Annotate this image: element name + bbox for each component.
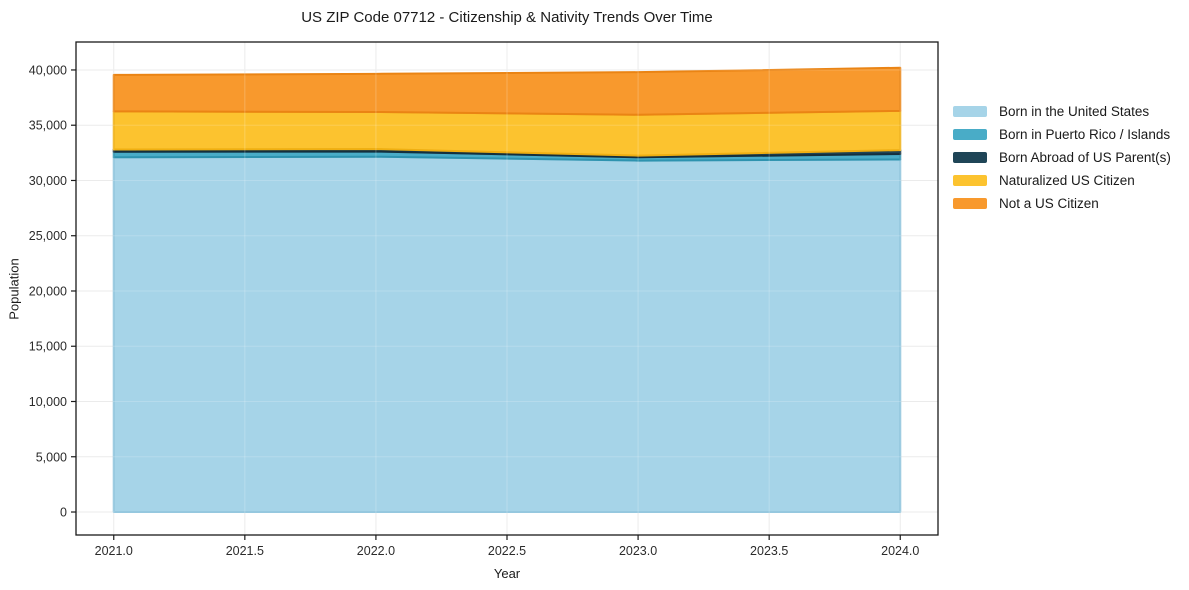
- y-tick-label: 5,000: [36, 450, 67, 464]
- x-tick-label: 2023.5: [750, 544, 788, 558]
- x-tick-label: 2022.0: [357, 544, 395, 558]
- legend-item: Born in Puerto Rico / Islands: [953, 127, 1171, 142]
- legend-item: Born in the United States: [953, 104, 1171, 119]
- y-tick-label: 20,000: [29, 284, 67, 298]
- legend-item: Naturalized US Citizen: [953, 173, 1171, 188]
- y-tick-label: 30,000: [29, 174, 67, 188]
- legend-swatch: [953, 129, 987, 140]
- legend-label: Born in the United States: [999, 104, 1150, 119]
- area-series-4: [112, 66, 902, 116]
- y-tick-label: 40,000: [29, 63, 67, 77]
- legend-swatch: [953, 152, 987, 163]
- y-tick-label: 0: [60, 506, 67, 520]
- x-tick-label: 2022.5: [488, 544, 526, 558]
- y-tick-label: 15,000: [29, 340, 67, 354]
- legend-swatch: [953, 106, 987, 117]
- legend-swatch: [953, 198, 987, 209]
- x-tick-label: 2021.0: [95, 544, 133, 558]
- x-tick-label: 2023.0: [619, 544, 657, 558]
- legend-label: Not a US Citizen: [999, 196, 1099, 211]
- y-tick-label: 10,000: [29, 395, 67, 409]
- legend-label: Born in Puerto Rico / Islands: [999, 127, 1171, 142]
- x-tick-label: 2024.0: [881, 544, 919, 558]
- legend-label: Born Abroad of US Parent(s): [999, 150, 1171, 165]
- chart-title: US ZIP Code 07712 - Citizenship & Nativi…: [301, 9, 713, 26]
- legend-item: Not a US Citizen: [953, 196, 1171, 211]
- x-tick-label: 2021.5: [226, 544, 264, 558]
- legend-label: Naturalized US Citizen: [999, 173, 1135, 188]
- legend-swatch: [953, 175, 987, 186]
- y-tick-label: 25,000: [29, 229, 67, 243]
- x-axis-label: Year: [493, 566, 521, 581]
- legend-item: Born Abroad of US Parent(s): [953, 150, 1171, 165]
- legend: Born in the United States Born in Puerto …: [953, 104, 1171, 221]
- y-tick-label: 35,000: [29, 119, 67, 133]
